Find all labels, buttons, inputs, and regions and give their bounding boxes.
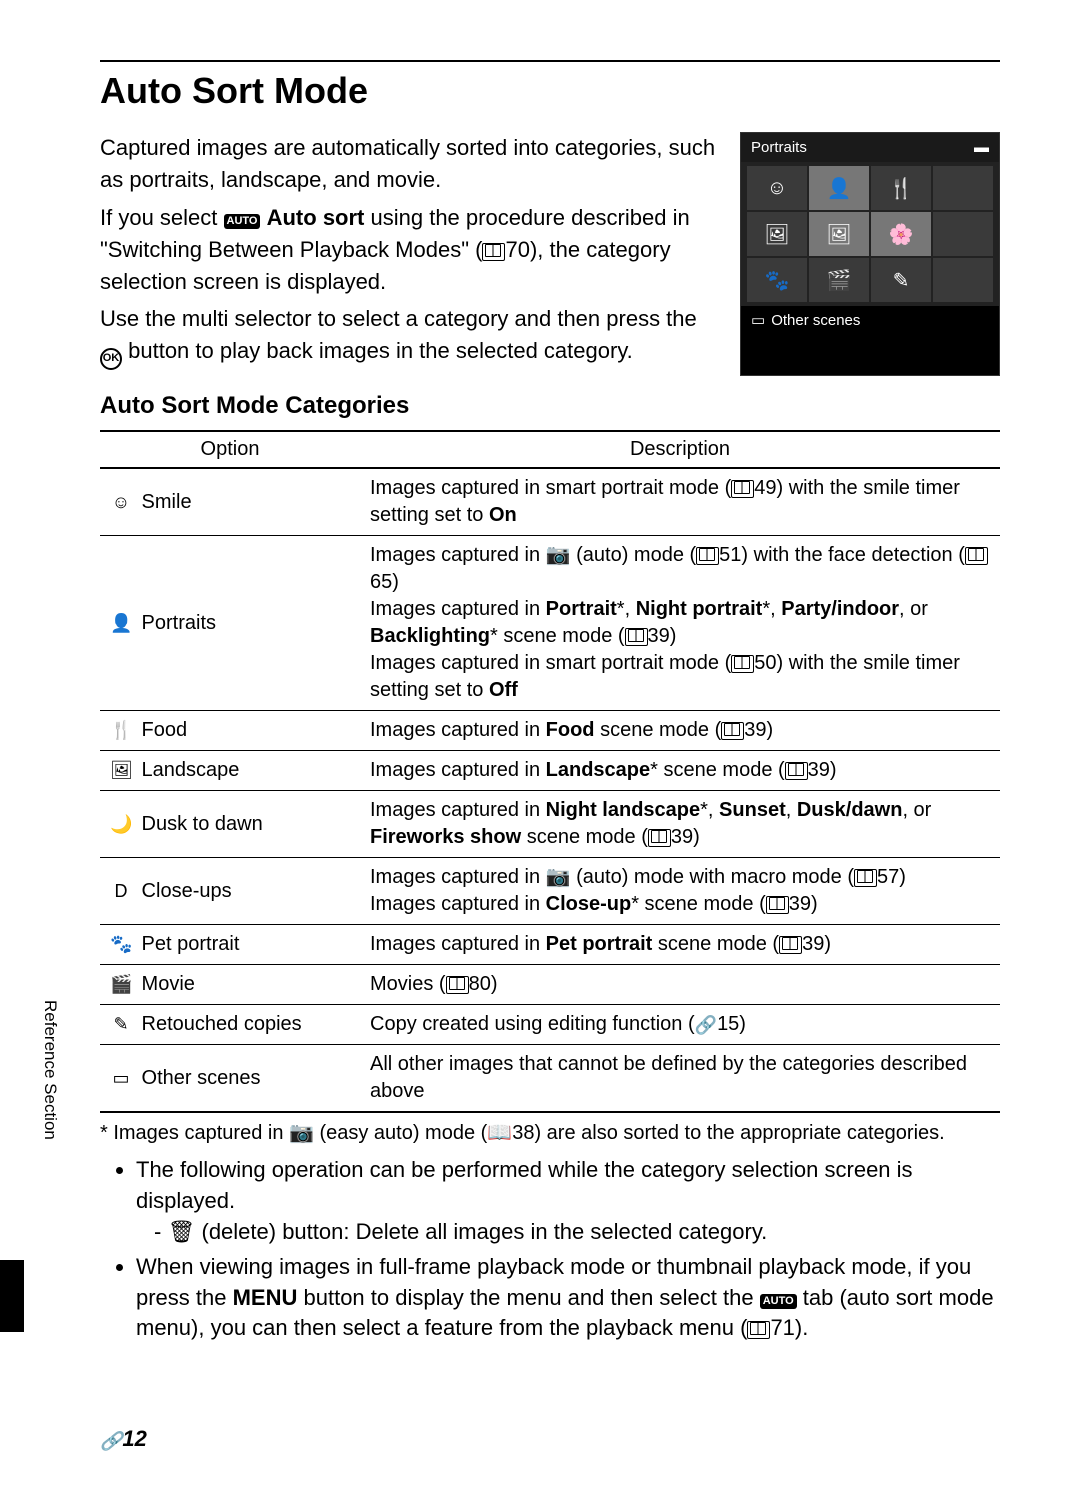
intro-text: Captured images are automatically sorted… [100, 132, 716, 376]
top-rule [100, 60, 1000, 62]
grid-empty3 [933, 258, 993, 302]
option-cell: 🖼 Landscape [100, 751, 360, 791]
description-cell: All other images that cannot be defined … [360, 1045, 1000, 1113]
description-cell: Images captured in 📷 (auto) mode with ma… [360, 858, 1000, 925]
intro-p3a: Use the multi selector to select a categ… [100, 306, 697, 331]
page-number-value: 12 [122, 1426, 146, 1451]
intro-p2-bold: Auto sort [267, 205, 365, 230]
grid-empty2 [933, 212, 993, 256]
description-cell: Images captured in Landscape* scene mode… [360, 751, 1000, 791]
camera-screenshot: Portraits ▬ ☺ 👤 🍴 🖼 🖼 🌸 🐾 🎬 ✎ ▭ Other sc… [740, 132, 1000, 376]
note-item: The following operation can be performed… [136, 1155, 1000, 1247]
grid-smile-icon: ☺ [747, 166, 807, 210]
category-icon: ✎ [110, 1012, 132, 1036]
option-cell: ✎ Retouched copies [100, 1005, 360, 1045]
ok-button-icon: OK [100, 348, 122, 370]
option-cell: 🍴 Food [100, 711, 360, 751]
screenshot-title: Portraits [751, 139, 807, 156]
intro-p2: If you select AUTO Auto sort using the p… [100, 202, 716, 298]
description-cell: Images captured in Pet portrait scene mo… [360, 925, 1000, 965]
screenshot-grid: ☺ 👤 🍴 🖼 🖼 🌸 🐾 🎬 ✎ [741, 162, 999, 306]
grid-food-icon: 🍴 [871, 166, 931, 210]
intro-p2-ref: 70 [505, 237, 529, 262]
grid-retouch-icon: ✎ [871, 258, 931, 302]
category-icon: D [110, 879, 132, 903]
table-row: 🐾 Pet portraitImages captured in Pet por… [100, 925, 1000, 965]
book-ref-icon [482, 243, 505, 261]
categories-heading: Auto Sort Mode Categories [100, 392, 1000, 420]
header-description: Description [360, 431, 1000, 468]
header-option: Option [100, 431, 360, 468]
option-cell: D Close-ups [100, 858, 360, 925]
table-row: D Close-upsImages captured in 📷 (auto) m… [100, 858, 1000, 925]
page-number-icon: 🔗 [100, 1431, 122, 1452]
option-cell: 🌙 Dusk to dawn [100, 791, 360, 858]
option-cell: ▭ Other scenes [100, 1045, 360, 1113]
category-icon: 🌙 [110, 812, 132, 836]
intro-p2a: If you select [100, 205, 224, 230]
notes-list: The following operation can be performed… [100, 1155, 1000, 1344]
intro-p3: Use the multi selector to select a categ… [100, 303, 716, 370]
intro-section: Captured images are automatically sorted… [100, 132, 1000, 376]
description-cell: Images captured in Night landscape*, Sun… [360, 791, 1000, 858]
page-content: Auto Sort Mode Captured images are autom… [0, 0, 1080, 1388]
grid-closeup-thumb: 🌸 [871, 212, 931, 256]
category-icon: 🍴 [110, 718, 132, 742]
page-number: 🔗12 [100, 1426, 147, 1452]
grid-portrait-thumb: 👤 [809, 166, 869, 210]
category-icon: 🎬 [110, 972, 132, 996]
page-title: Auto Sort Mode [100, 70, 1000, 112]
table-row: 🎬 MovieMovies (80) [100, 965, 1000, 1005]
categories-table: Option Description ☺ SmileImages capture… [100, 430, 1000, 1113]
description-cell: Images captured in smart portrait mode (… [360, 468, 1000, 536]
footer-label: Other scenes [771, 312, 860, 329]
intro-p1: Captured images are automatically sorted… [100, 132, 716, 196]
screenshot-footer: ▭ Other scenes [741, 306, 999, 334]
intro-p3b: button to play back images in the select… [128, 338, 633, 363]
description-cell: Images captured in Food scene mode (39) [360, 711, 1000, 751]
table-row: 🍴 FoodImages captured in Food scene mode… [100, 711, 1000, 751]
grid-landscape-icon: 🖼 [747, 212, 807, 256]
category-icon: ▭ [110, 1066, 132, 1090]
auto-mode-icon: AUTO [224, 214, 261, 229]
table-header-row: Option Description [100, 431, 1000, 468]
table-row: ✎ Retouched copiesCopy created using edi… [100, 1005, 1000, 1045]
category-icon: 👤 [110, 611, 132, 635]
description-cell: Images captured in 📷 (auto) mode (51) wi… [360, 536, 1000, 711]
option-cell: 🐾 Pet portrait [100, 925, 360, 965]
table-row: 🖼 LandscapeImages captured in Landscape*… [100, 751, 1000, 791]
note-item: When viewing images in full-frame playba… [136, 1252, 1000, 1344]
grid-movie-icon: 🎬 [809, 258, 869, 302]
table-row: 🌙 Dusk to dawnImages captured in Night l… [100, 791, 1000, 858]
category-icon: 🖼 [110, 758, 132, 782]
note-subitem: 🗑 (delete) button: Delete all images in … [154, 1217, 1000, 1248]
grid-pet-icon: 🐾 [747, 258, 807, 302]
footer-icon: ▭ [751, 311, 765, 329]
table-row: 👤 PortraitsImages captured in 📷 (auto) m… [100, 536, 1000, 711]
table-row: ▭ Other scenesAll other images that cann… [100, 1045, 1000, 1113]
description-cell: Movies (80) [360, 965, 1000, 1005]
option-cell: 🎬 Movie [100, 965, 360, 1005]
screenshot-titlebar: Portraits ▬ [741, 133, 999, 162]
category-icon: 🐾 [110, 932, 132, 956]
table-row: ☺ SmileImages captured in smart portrait… [100, 468, 1000, 536]
category-icon: ☺ [110, 490, 132, 514]
option-cell: ☺ Smile [100, 468, 360, 536]
description-cell: Copy created using editing function (🔗15… [360, 1005, 1000, 1045]
table-footnote: * Images captured in 📷 (easy auto) mode … [100, 1119, 1000, 1147]
grid-dusk-thumb: 🖼 [809, 212, 869, 256]
grid-empty [933, 166, 993, 210]
battery-icon: ▬ [974, 139, 989, 156]
option-cell: 👤 Portraits [100, 536, 360, 711]
